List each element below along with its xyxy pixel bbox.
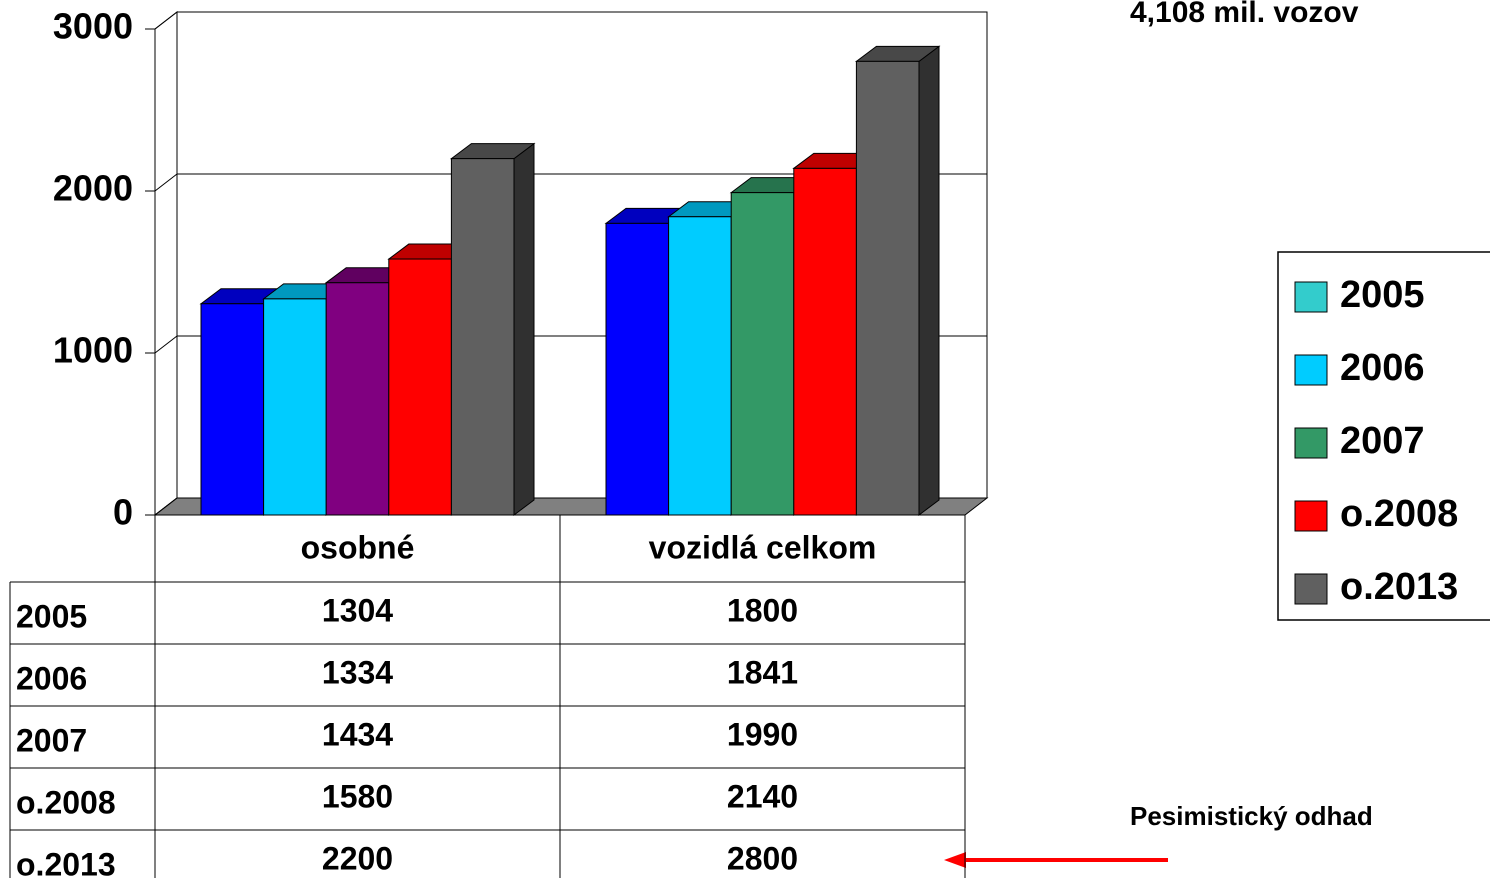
- legend-swatch: [1294, 500, 1328, 532]
- legend-label: 2005: [1340, 274, 1425, 316]
- grid-line: [154, 497, 178, 516]
- bar-front: [668, 216, 732, 516]
- table-cell: 1304: [322, 592, 393, 628]
- bar: [449, 142, 536, 516]
- bar-front: [388, 258, 452, 516]
- legend-label: 2007: [1340, 420, 1425, 462]
- annotation: Pesimistický odhad: [1130, 801, 1373, 831]
- table-cell: 1434: [322, 716, 393, 752]
- table-header: vozidlá celkom: [649, 529, 877, 565]
- legend-swatch: [1294, 354, 1328, 386]
- table-row-label: 2005: [16, 598, 87, 634]
- bar-side: [918, 45, 940, 516]
- side-wall: [154, 10, 178, 517]
- table-cell: 2140: [727, 778, 798, 814]
- table-cell: 2200: [322, 840, 393, 876]
- bar-front: [730, 192, 795, 516]
- grid-line: [154, 335, 178, 354]
- bar-side: [513, 142, 535, 516]
- table-cell: 2800: [727, 840, 798, 876]
- legend-label: 2006: [1340, 347, 1425, 389]
- legend-swatch: [1294, 573, 1328, 605]
- table-cell: 1580: [322, 778, 393, 814]
- bar-front: [793, 167, 857, 516]
- legend-swatch: [1294, 281, 1328, 313]
- table-row-label: 2006: [16, 660, 87, 696]
- y-tick-label: 1000: [53, 330, 133, 371]
- bar-front: [325, 282, 390, 516]
- grid-line: [154, 11, 178, 30]
- bar: [854, 45, 941, 516]
- table-row-label: o.2013: [16, 846, 116, 878]
- table-header: osobné: [301, 529, 415, 565]
- arrow-head: [944, 852, 966, 868]
- legend-label: o.2008: [1340, 493, 1458, 535]
- legend-label: o.2013: [1340, 566, 1458, 608]
- bar-front: [855, 60, 920, 516]
- y-tick-label: 2000: [53, 168, 133, 209]
- table-row-label: 2007: [16, 722, 87, 758]
- table-row-label: o.2008: [16, 784, 116, 820]
- y-tick-label: 3000: [53, 6, 133, 47]
- bar-front: [605, 222, 670, 516]
- grid-line: [154, 173, 178, 192]
- legend-swatch: [1294, 427, 1328, 459]
- table-cell: 1334: [322, 654, 393, 690]
- bar-front: [450, 158, 515, 516]
- chart-title: 4,108 mil. vozov: [1130, 0, 1359, 29]
- bar-front: [200, 303, 265, 516]
- table-cell: 1990: [727, 716, 798, 752]
- y-tick-label: 0: [113, 492, 133, 533]
- table-cell: 1800: [727, 592, 798, 628]
- table-cell: 1841: [727, 654, 798, 690]
- bar-front: [263, 298, 327, 516]
